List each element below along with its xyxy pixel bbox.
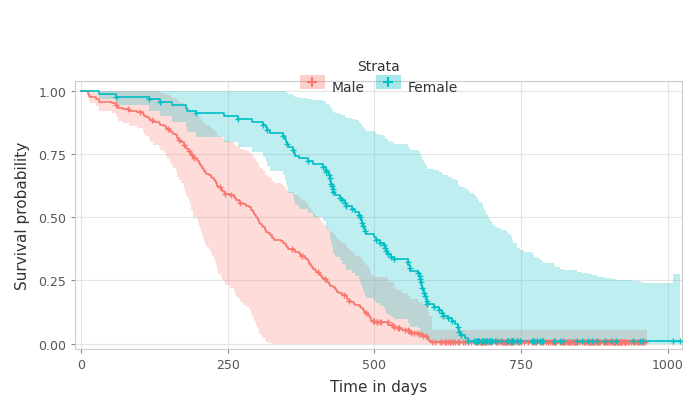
Legend: Male, Female: Male, Female bbox=[294, 54, 463, 101]
Y-axis label: Survival probability: Survival probability bbox=[15, 141, 30, 289]
X-axis label: Time in days: Time in days bbox=[330, 379, 428, 394]
